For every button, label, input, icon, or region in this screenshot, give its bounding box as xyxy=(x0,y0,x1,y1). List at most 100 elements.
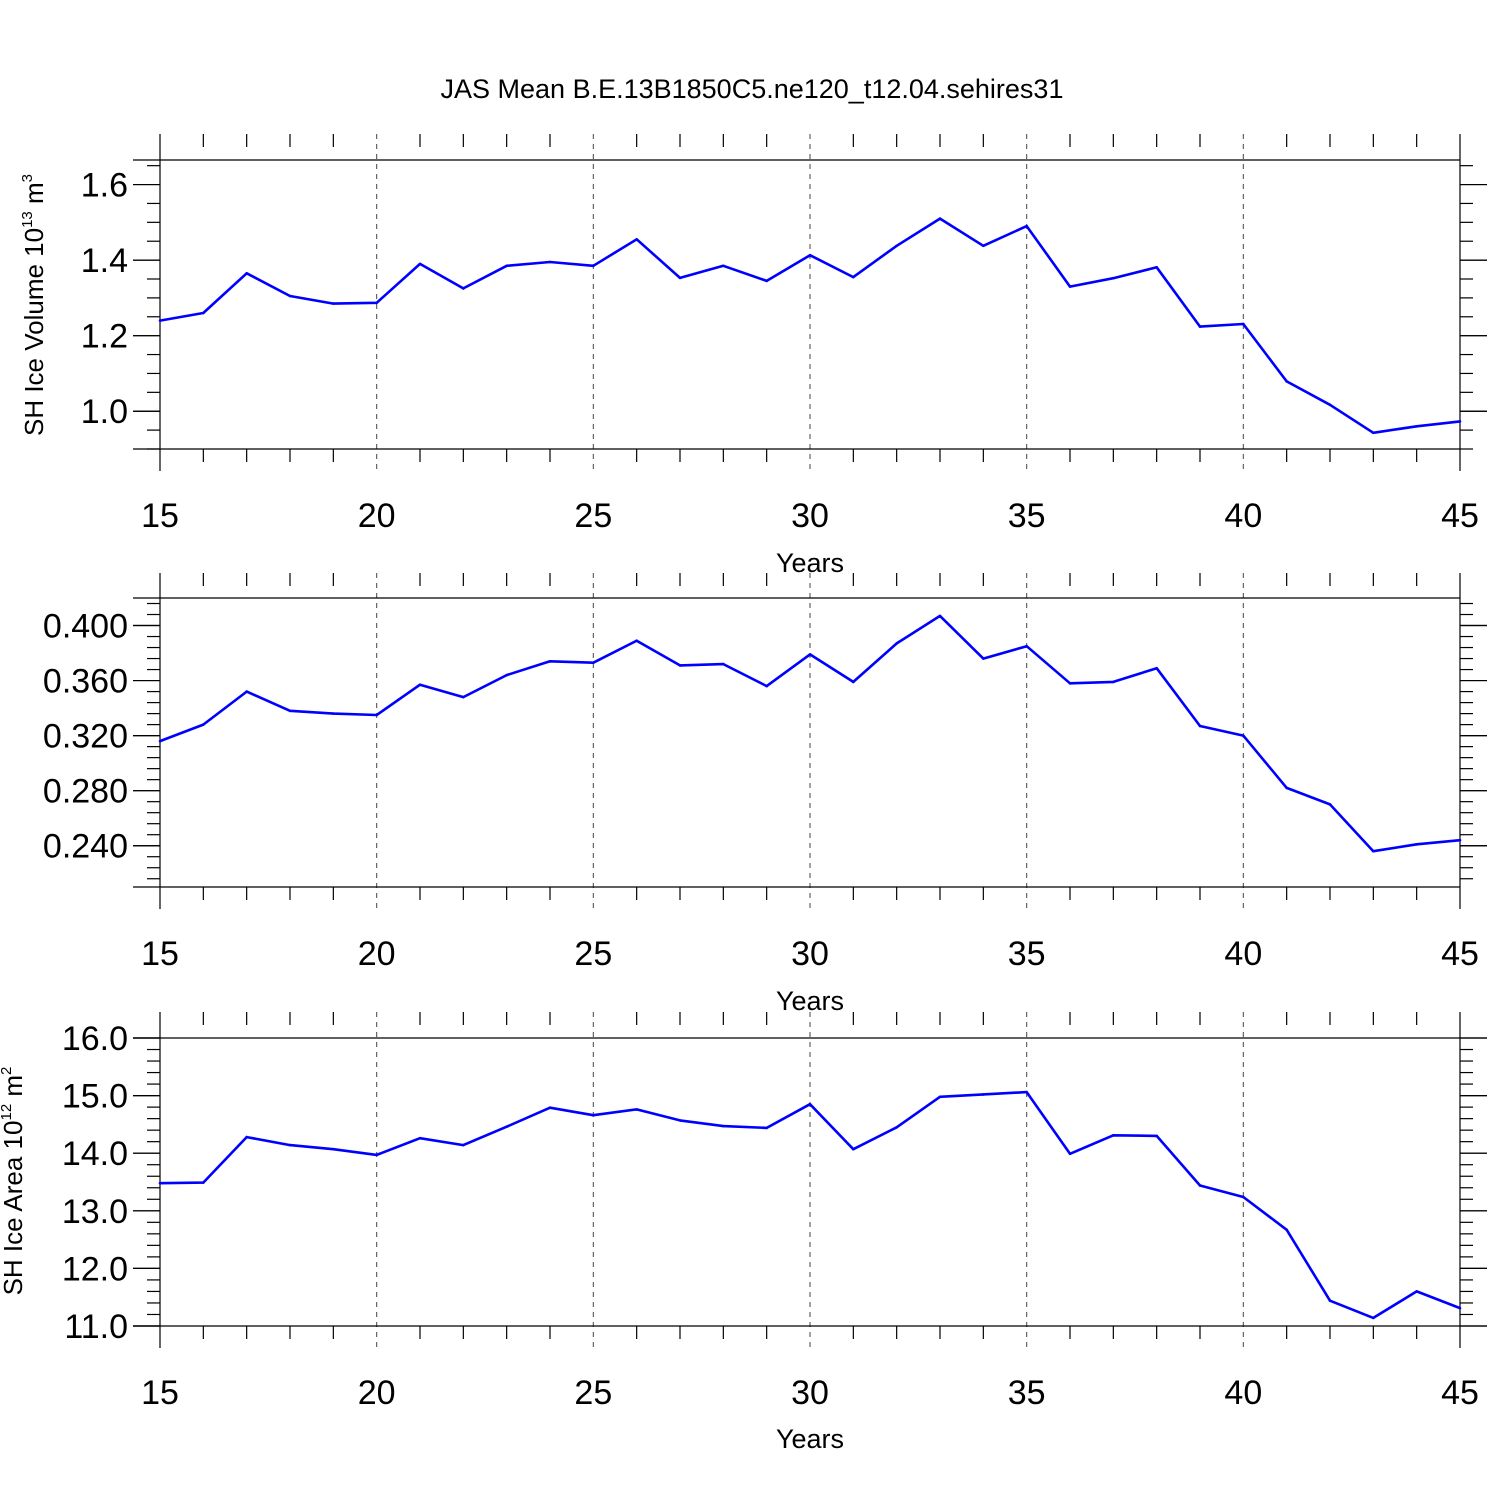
data-point xyxy=(548,1106,552,1109)
data-point xyxy=(1372,849,1375,853)
data-point xyxy=(158,739,162,743)
data-point xyxy=(332,712,335,715)
data-point xyxy=(202,311,205,315)
panel-ice-volume: Years SH Ice Volume 1013 m3 15 20 25 30 35 40… xyxy=(19,134,1487,578)
data-point xyxy=(635,1108,638,1111)
data-point xyxy=(375,713,378,717)
data-point xyxy=(938,1095,942,1099)
panel-ice-thickness: Years 15 20 25 30 35 40 45 0.240 0.280 0.320 0.360… xyxy=(43,573,1487,1016)
y-tick-label: 13.0 xyxy=(62,1193,128,1231)
data-point xyxy=(1068,1152,1072,1156)
data-point xyxy=(158,319,162,322)
data-point xyxy=(938,217,942,220)
data-point xyxy=(1242,1195,1245,1199)
data-point xyxy=(765,279,768,283)
data-point xyxy=(1285,1228,1288,1232)
y-tick-label: 1.4 xyxy=(81,242,128,280)
x-tick-label: 45 xyxy=(1441,935,1479,973)
data-point xyxy=(1372,431,1375,435)
data-point xyxy=(548,260,552,264)
panel-ice-area-ylabel-unit: m xyxy=(0,1075,28,1104)
data-point xyxy=(1155,265,1158,269)
data-point xyxy=(1328,1299,1332,1302)
data-point xyxy=(678,1119,682,1122)
data-point xyxy=(245,690,248,693)
panel-ice-volume-ylabel-text: SH Ice Volume 10 xyxy=(19,228,49,436)
data-point xyxy=(245,1135,248,1139)
y-tick-label: 14.0 xyxy=(62,1135,128,1173)
data-point xyxy=(1242,322,1245,326)
x-tick-label: 30 xyxy=(791,1374,829,1412)
data-point xyxy=(202,723,205,726)
data-point xyxy=(462,695,465,699)
data-point xyxy=(375,1153,378,1157)
data-point xyxy=(765,684,768,688)
panel-ice-area-xlabel: Years xyxy=(776,1424,844,1454)
data-point xyxy=(288,709,292,713)
data-point xyxy=(1068,682,1072,685)
figure-title: JAS Mean B.E.13B1850C5.ne120_t12.04.sehi… xyxy=(441,74,1064,104)
data-point xyxy=(808,1102,812,1106)
data-point xyxy=(722,662,725,666)
data-point xyxy=(505,1125,508,1129)
data-point xyxy=(938,614,942,618)
x-tick-label: 15 xyxy=(141,497,179,535)
x-tick-label: 20 xyxy=(358,935,396,973)
y-tick-label: 16.0 xyxy=(62,1020,128,1058)
data-point xyxy=(808,253,812,257)
data-point xyxy=(288,1143,292,1147)
panel-ice-volume-ylabel-exp: 13 xyxy=(19,211,36,228)
data-point xyxy=(1112,1134,1115,1137)
x-tick-label: 40 xyxy=(1224,935,1262,973)
data-point xyxy=(635,639,638,642)
data-point xyxy=(1155,666,1158,670)
data-point xyxy=(1415,843,1418,846)
data-point xyxy=(1458,838,1462,842)
x-tick-label: 35 xyxy=(1008,1374,1046,1412)
x-tick-label: 25 xyxy=(574,1374,612,1412)
y-tick-label: 12.0 xyxy=(62,1250,128,1288)
data-point xyxy=(1415,425,1418,428)
data-point xyxy=(1155,1134,1158,1138)
data-point xyxy=(635,238,638,241)
data-point xyxy=(332,302,335,305)
data-point xyxy=(1198,724,1202,728)
data-point xyxy=(722,1124,725,1128)
panel-ice-area-ylabel-unit-exp: 2 xyxy=(0,1067,15,1075)
data-point xyxy=(1198,1184,1202,1187)
x-tick-label: 30 xyxy=(791,935,829,973)
data-point xyxy=(1068,285,1072,288)
data-point xyxy=(982,244,985,248)
data-point xyxy=(895,244,898,248)
y-tick-label: 11.0 xyxy=(64,1308,128,1346)
data-point xyxy=(1415,1290,1418,1293)
x-tick-label: 35 xyxy=(1008,497,1046,535)
y-tick-label: 0.360 xyxy=(43,663,128,701)
data-point xyxy=(895,642,898,645)
data-point xyxy=(1112,276,1115,280)
data-point xyxy=(852,680,855,684)
data-point xyxy=(1372,1316,1375,1320)
data-point xyxy=(332,1147,335,1151)
data-point xyxy=(202,1181,205,1184)
panel-ice-area-ylabel-text: SH Ice Area 10 xyxy=(0,1121,28,1296)
panel-ice-area-ylabel: SH Ice Area 1012 m2 xyxy=(0,1067,28,1296)
y-tick-label: 0.280 xyxy=(43,773,128,811)
data-point xyxy=(592,1113,595,1117)
x-tick-label: 25 xyxy=(574,935,612,973)
data-point xyxy=(418,262,422,266)
y-tick-label: 0.240 xyxy=(43,828,128,866)
panel-ice-area-ylabel-exp: 12 xyxy=(0,1104,15,1121)
x-tick-label: 20 xyxy=(358,497,396,535)
panel-ice-volume-ylabel: SH Ice Volume 1013 m3 xyxy=(19,174,49,436)
data-point xyxy=(548,660,552,663)
data-point xyxy=(1198,325,1202,328)
data-point xyxy=(592,264,595,268)
data-point xyxy=(852,275,855,279)
data-point xyxy=(765,1126,768,1130)
x-tick-label: 35 xyxy=(1008,935,1046,973)
data-point xyxy=(505,264,508,268)
data-point xyxy=(1285,786,1288,790)
panel-ice-thickness-xlabel: Years xyxy=(776,986,844,1016)
data-point xyxy=(982,1093,985,1096)
